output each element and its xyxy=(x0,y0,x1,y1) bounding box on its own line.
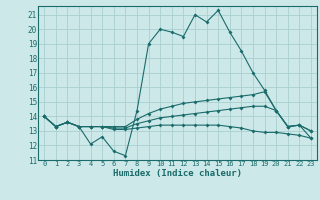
X-axis label: Humidex (Indice chaleur): Humidex (Indice chaleur) xyxy=(113,169,242,178)
